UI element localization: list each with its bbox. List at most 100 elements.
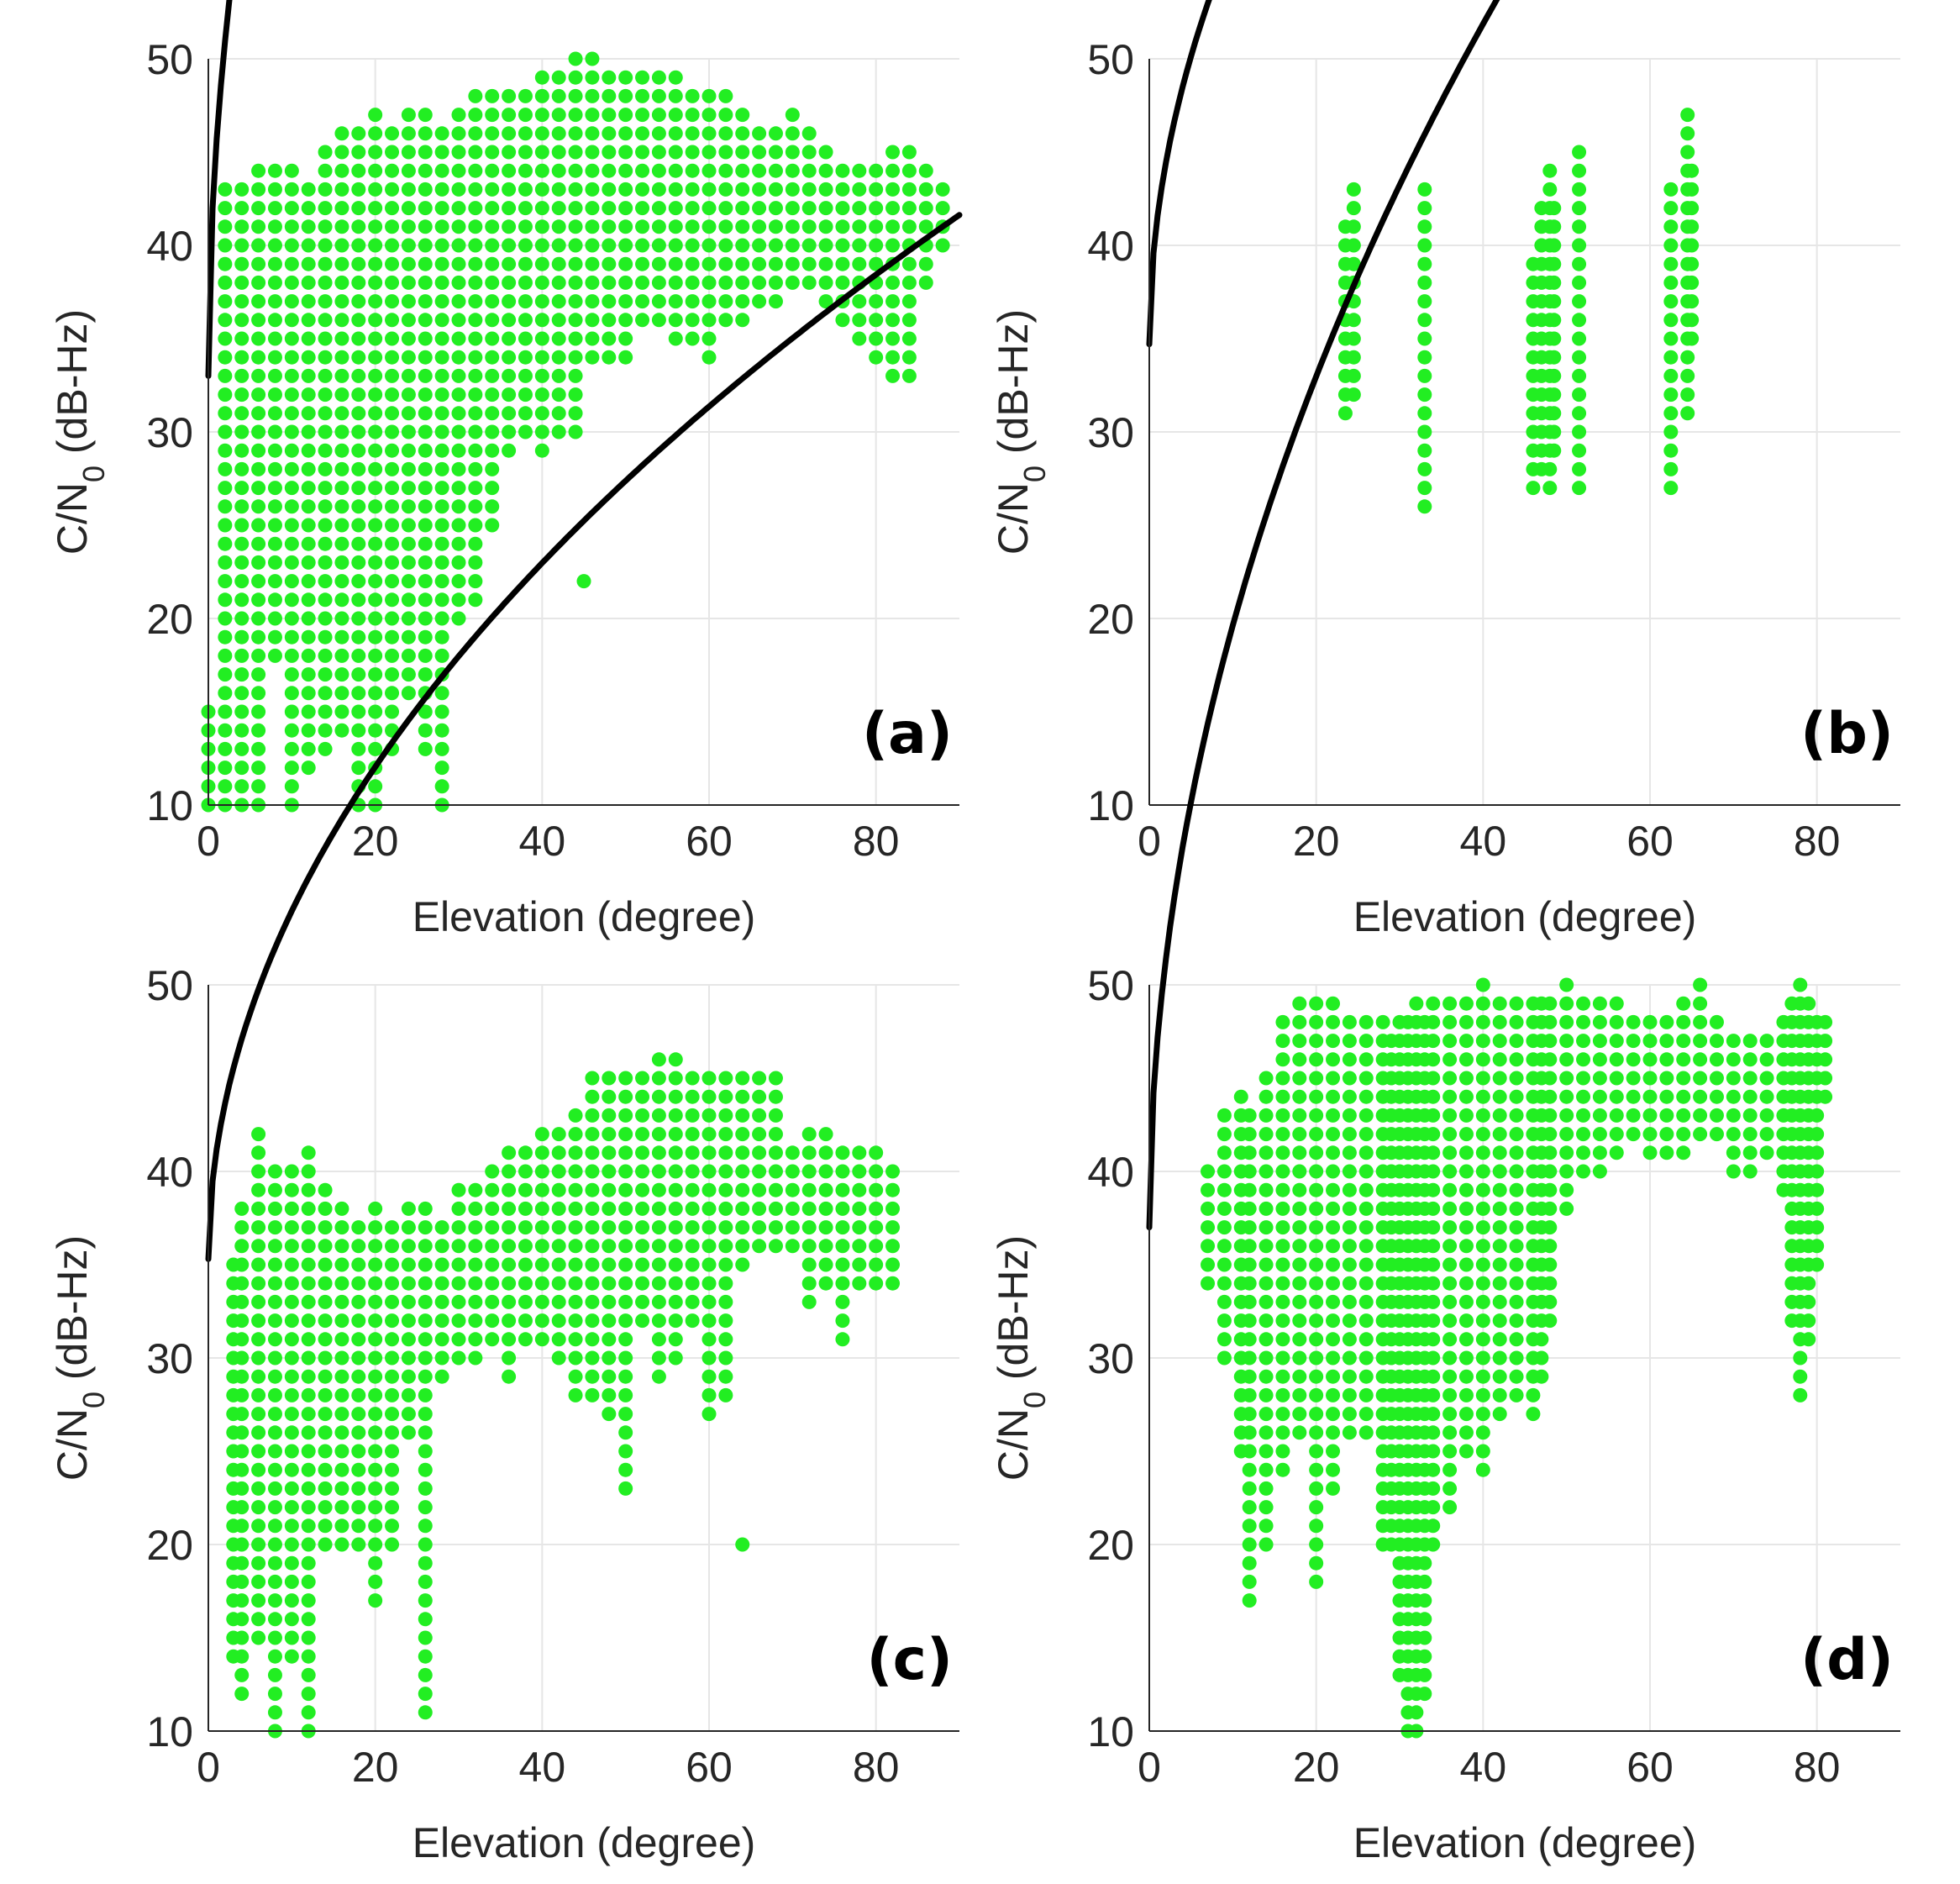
data-point <box>1326 1313 1341 1329</box>
data-point <box>869 219 884 234</box>
data-point <box>485 499 500 514</box>
data-point <box>1693 1108 1708 1123</box>
data-point <box>768 275 783 290</box>
data-point <box>668 1239 683 1254</box>
data-point <box>602 1089 617 1104</box>
data-point <box>869 294 884 309</box>
data-point <box>1292 1369 1307 1384</box>
data-point <box>1216 1145 1232 1160</box>
data-point <box>1509 1108 1524 1123</box>
data-point <box>651 1239 666 1254</box>
data-point <box>668 1220 683 1235</box>
y-tick-label: 40 <box>1087 1149 1134 1196</box>
data-point <box>885 350 901 365</box>
data-point <box>434 592 449 608</box>
data-point <box>334 536 349 551</box>
data-point <box>702 182 717 197</box>
data-point <box>385 461 400 476</box>
data-point <box>1576 1145 1591 1160</box>
data-point <box>818 163 833 178</box>
data-point <box>1492 1034 1507 1049</box>
data-point <box>468 275 483 290</box>
data-point <box>1559 977 1574 992</box>
data-point <box>1358 1034 1374 1049</box>
data-point <box>1326 1462 1341 1477</box>
data-point <box>1572 182 1587 197</box>
x-tick-label: 40 <box>1460 1744 1507 1791</box>
data-point <box>1201 1220 1216 1235</box>
data-point <box>1626 1034 1641 1049</box>
data-point <box>418 1462 433 1477</box>
data-point <box>1576 996 1591 1011</box>
data-point <box>318 368 333 383</box>
data-point <box>401 350 416 365</box>
data-point <box>1542 1127 1558 1142</box>
data-point <box>1542 1108 1558 1123</box>
data-point <box>1801 1294 1816 1309</box>
data-point <box>651 1201 666 1216</box>
data-point <box>1492 1182 1507 1197</box>
data-point <box>301 1612 316 1627</box>
data-point <box>1292 1108 1307 1123</box>
data-point <box>368 1500 383 1515</box>
data-point <box>1242 1369 1257 1384</box>
data-point <box>869 1145 884 1160</box>
data-point <box>351 704 366 719</box>
data-point <box>801 145 817 160</box>
data-point <box>1663 424 1679 439</box>
data-point <box>718 313 733 328</box>
data-point <box>301 1630 316 1645</box>
data-point <box>301 704 316 719</box>
data-point <box>1810 1257 1825 1272</box>
data-point <box>1442 1145 1458 1160</box>
data-point <box>334 461 349 476</box>
fit-curve <box>205 212 963 1262</box>
x-axis-label: Elevation (degree) <box>1353 1819 1697 1866</box>
data-point <box>1342 1239 1357 1254</box>
data-point <box>518 145 533 160</box>
data-point <box>534 108 549 123</box>
data-point <box>451 499 466 514</box>
data-point <box>1233 1089 1248 1104</box>
data-point <box>284 1313 299 1329</box>
data-point <box>418 350 433 365</box>
data-point <box>1572 275 1587 290</box>
data-point <box>284 1201 299 1216</box>
data-point <box>418 1649 433 1664</box>
data-point <box>602 163 617 178</box>
data-point <box>1275 1294 1290 1309</box>
data-point <box>485 1164 500 1179</box>
data-point <box>318 723 333 738</box>
data-point <box>568 182 583 197</box>
data-point <box>401 108 416 123</box>
data-point <box>1492 1145 1507 1160</box>
data-point <box>852 1201 867 1216</box>
data-point <box>1417 424 1432 439</box>
data-point <box>1275 1182 1290 1197</box>
data-point <box>267 1201 282 1216</box>
data-point <box>735 182 750 197</box>
data-point <box>585 201 600 216</box>
y-axis-label: C/N0 (dB-Hz) <box>49 309 111 555</box>
data-point <box>752 1145 767 1160</box>
data-point <box>434 219 449 234</box>
data-point <box>534 1332 549 1347</box>
data-point <box>318 1444 333 1459</box>
data-point <box>451 1332 466 1347</box>
data-point <box>368 1481 383 1496</box>
data-point <box>1342 1089 1357 1104</box>
data-point <box>284 1537 299 1552</box>
data-point <box>1309 996 1324 1011</box>
data-point <box>702 88 717 103</box>
data-point <box>668 1350 683 1366</box>
data-point <box>234 1276 250 1291</box>
data-point <box>284 686 299 701</box>
data-point <box>534 294 549 309</box>
data-point <box>1258 1500 1274 1515</box>
data-point <box>234 1369 250 1384</box>
data-point <box>1542 1089 1558 1104</box>
data-point <box>251 1500 266 1515</box>
data-point <box>1309 1257 1324 1272</box>
data-point <box>434 406 449 421</box>
data-point <box>1426 1071 1441 1086</box>
